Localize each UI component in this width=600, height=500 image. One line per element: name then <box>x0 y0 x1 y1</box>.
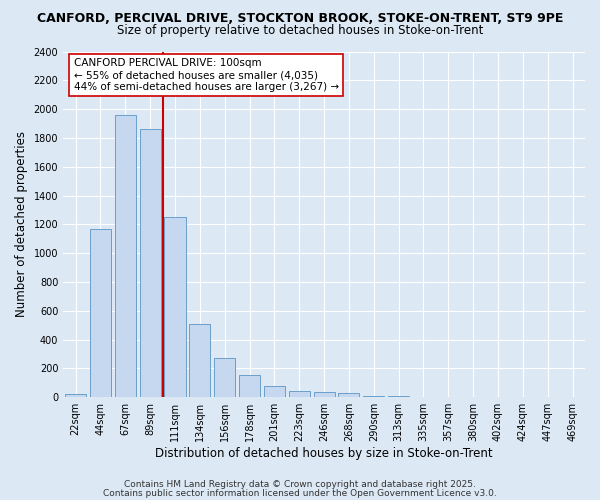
Text: Size of property relative to detached houses in Stoke-on-Trent: Size of property relative to detached ho… <box>117 24 483 37</box>
Bar <box>140 130 161 397</box>
Bar <box>338 393 359 397</box>
Bar <box>314 392 335 397</box>
Bar <box>164 217 185 397</box>
Bar <box>214 358 235 397</box>
Bar <box>90 228 111 397</box>
Bar <box>115 115 136 397</box>
Bar <box>388 396 409 397</box>
X-axis label: Distribution of detached houses by size in Stoke-on-Trent: Distribution of detached houses by size … <box>155 447 493 460</box>
Text: CANFORD, PERCIVAL DRIVE, STOCKTON BROOK, STOKE-ON-TRENT, ST9 9PE: CANFORD, PERCIVAL DRIVE, STOCKTON BROOK,… <box>37 12 563 26</box>
Bar <box>264 386 285 397</box>
Bar <box>289 392 310 397</box>
Text: CANFORD PERCIVAL DRIVE: 100sqm
← 55% of detached houses are smaller (4,035)
44% : CANFORD PERCIVAL DRIVE: 100sqm ← 55% of … <box>74 58 339 92</box>
Text: Contains public sector information licensed under the Open Government Licence v3: Contains public sector information licen… <box>103 488 497 498</box>
Bar <box>239 375 260 397</box>
Bar <box>189 324 211 397</box>
Bar <box>363 396 385 397</box>
Y-axis label: Number of detached properties: Number of detached properties <box>15 132 28 318</box>
Bar <box>65 394 86 397</box>
Text: Contains HM Land Registry data © Crown copyright and database right 2025.: Contains HM Land Registry data © Crown c… <box>124 480 476 489</box>
